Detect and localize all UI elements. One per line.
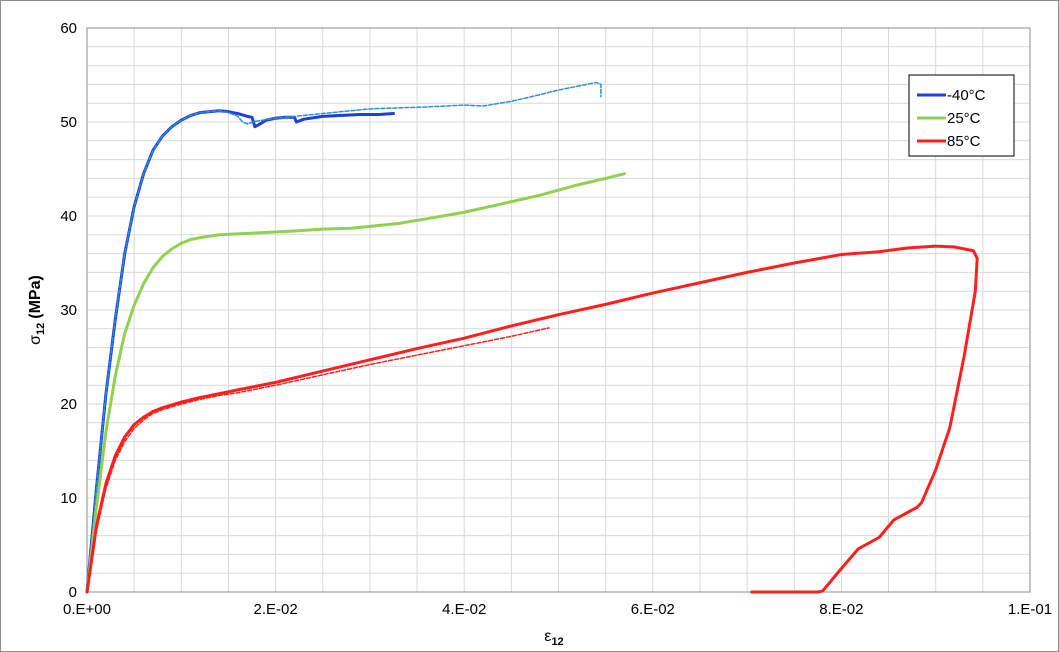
- y-axis-unit: (MPa): [27, 275, 44, 319]
- series-line-4: [86, 327, 550, 593]
- x-axis-subscript: 12: [551, 636, 563, 648]
- x-tick-label: 1.E-01: [1008, 601, 1052, 618]
- x-axis-title: ε12: [544, 628, 563, 648]
- series-line-3: [85, 244, 979, 594]
- legend-label-25: 25°C: [947, 110, 981, 127]
- x-axis-symbol: ε: [544, 628, 551, 645]
- x-tick-label: 2.E-02: [253, 601, 297, 618]
- y-tick-label: 50: [60, 114, 77, 131]
- series-line-0: [85, 109, 395, 594]
- x-tick-label: 4.E-02: [442, 601, 486, 618]
- y-axis-title: σ12 (MPa): [27, 275, 47, 345]
- y-tick-label: 20: [60, 396, 77, 413]
- y-tick-label: 0: [69, 584, 77, 601]
- y-axis-subscript: 12: [35, 323, 47, 335]
- y-axis-symbol: σ: [27, 335, 44, 345]
- y-tick-label: 30: [60, 302, 77, 319]
- y-tick-label: 10: [60, 490, 77, 507]
- x-tick-label: 0.E+00: [63, 601, 111, 618]
- gridlines: [87, 28, 1030, 592]
- series-group: [85, 81, 979, 594]
- x-tick-label: 8.E-02: [819, 601, 863, 618]
- plot-area-border: [86, 27, 1031, 593]
- y-tick-label: 40: [60, 208, 77, 225]
- legend-label-minus40: -40°C: [947, 87, 986, 104]
- series-line-2: [85, 172, 627, 594]
- series-line-1: [86, 81, 602, 593]
- x-tick-labels: 0.E+00 2.E-02 4.E-02 6.E-02 8.E-02 1.E-01: [63, 601, 1052, 618]
- legend: -40°C 25°C 85°C: [908, 74, 1015, 157]
- y-tick-label: 60: [60, 20, 77, 37]
- legend-label-85: 85°C: [947, 133, 981, 150]
- y-tick-labels: 0 10 20 30 40 50 60: [60, 20, 77, 601]
- x-tick-label: 6.E-02: [631, 601, 675, 618]
